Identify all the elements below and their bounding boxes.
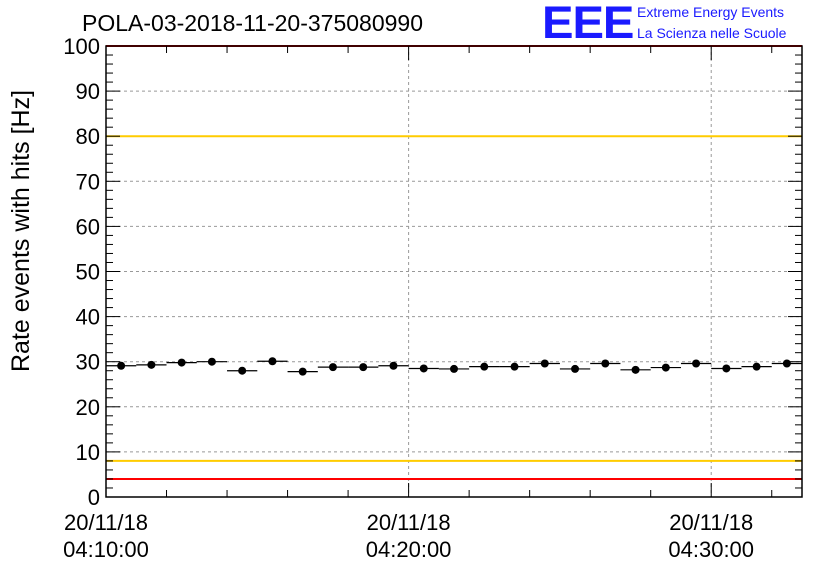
data-point [117,361,126,370]
chart-title: POLA-03-2018-11-20-375080990 [82,10,423,36]
data-point [631,365,640,374]
y-tick-label: 20 [76,395,100,420]
x-tick-label-time: 04:20:00 [366,537,452,562]
data-point [722,364,731,373]
logo-line-2: La Scienza nelle Scuole [637,25,787,41]
y-tick-label: 90 [76,79,100,104]
x-tick-label-date: 20/11/18 [367,510,451,535]
y-tick-label: 80 [76,124,100,149]
y-tick-label: 60 [76,214,100,239]
data-point [419,364,428,373]
data-point [177,358,186,367]
data-point [207,357,216,366]
x-tick-label-date: 20/11/18 [669,510,753,535]
logo-line-1: Extreme Energy Events [637,4,785,20]
y-tick-label: 30 [76,350,100,375]
data-point [601,359,610,368]
x-tick-label-time: 04:10:00 [63,537,149,562]
data-point [692,359,701,368]
data-point [540,359,549,368]
data-point [782,359,791,368]
data-point [389,361,398,370]
y-tick-label: 50 [76,260,100,285]
y-tick-label: 10 [76,440,100,465]
y-tick-label: 40 [76,305,100,330]
data-point [510,362,519,371]
data-point [752,362,761,371]
data-point [238,366,247,375]
data-point [268,357,277,366]
data-point [571,364,580,373]
data-point [450,364,458,373]
eee-logo: EEE [542,0,634,48]
data-point [298,367,307,376]
y-tick-label: 70 [76,169,100,194]
data-point [661,363,670,372]
x-tick-label-time: 04:30:00 [668,537,754,562]
data-point [359,363,368,372]
y-tick-label: 100 [63,34,100,59]
x-tick-label-date: 20/11/18 [64,510,148,535]
data-point [328,363,337,372]
y-tick-label: 0 [88,485,100,510]
data-point [147,360,156,369]
data-point [480,362,489,371]
